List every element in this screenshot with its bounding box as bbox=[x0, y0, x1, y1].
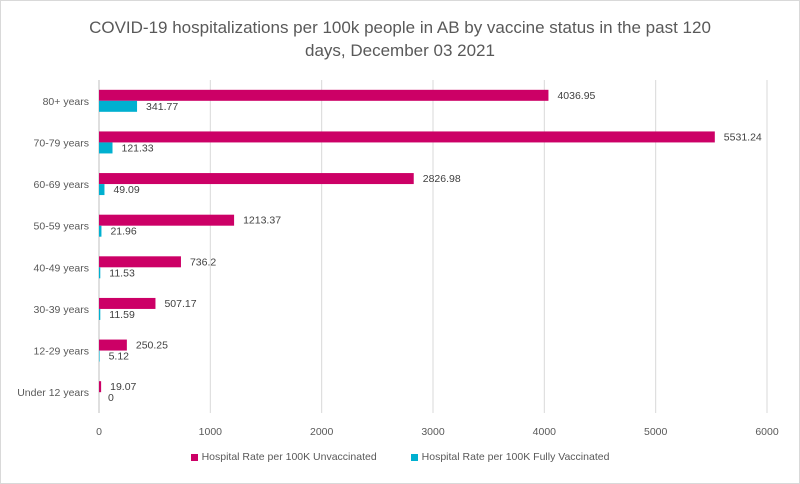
legend: Hospital Rate per 100K Unvaccinated Hosp… bbox=[0, 451, 800, 463]
y-axis-categories: 80+ years 70-79 years 60-69 years 50-59 yea… bbox=[17, 96, 89, 399]
legend-swatch-fully-vaccinated bbox=[410, 453, 418, 461]
bar-unvaccinated bbox=[99, 256, 181, 268]
data-labels: 4036.95 341.77 5531.24 121.33 2826.98 49.09 12… bbox=[108, 90, 762, 404]
bar-unvaccinated bbox=[99, 381, 102, 393]
category-label: 80+ years bbox=[43, 96, 89, 108]
data-label-unvaccinated: 2826.98 bbox=[423, 173, 461, 185]
x-tick-label: 2000 bbox=[310, 426, 334, 438]
bar-unvaccinated bbox=[99, 173, 414, 185]
legend-label-unvaccinated: Hospital Rate per 100K Unvaccinated bbox=[201, 451, 377, 463]
category-label: Under 12 years bbox=[17, 387, 89, 399]
bar-fully-vaccinated bbox=[99, 184, 105, 196]
bars bbox=[99, 89, 715, 393]
bar-fully-vaccinated bbox=[99, 267, 101, 279]
category-label: 12-29 years bbox=[34, 346, 89, 358]
data-label-unvaccinated: 19.07 bbox=[110, 381, 136, 393]
gridlines bbox=[98, 80, 768, 413]
category-label: 60-69 years bbox=[34, 179, 89, 191]
x-tick-label: 5000 bbox=[644, 426, 668, 438]
bar-fully-vaccinated bbox=[99, 225, 102, 237]
bar-fully-vaccinated bbox=[99, 308, 101, 320]
legend-swatch-unvaccinated bbox=[190, 453, 198, 461]
x-tick-label: 4000 bbox=[533, 426, 557, 438]
chart-title-line-1: COVID-19 hospitalizations per 100k peopl… bbox=[89, 18, 711, 37]
data-label-unvaccinated: 5531.24 bbox=[724, 131, 762, 143]
data-label-unvaccinated: 4036.95 bbox=[557, 90, 595, 102]
x-axis-ticks: 0 1000 2000 3000 4000 5000 6000 bbox=[96, 426, 779, 438]
legend-label-fully-vaccinated: Hospital Rate per 100K Fully Vaccinated bbox=[421, 451, 610, 463]
data-label-fully-vaccinated: 5.12 bbox=[109, 351, 130, 363]
data-label-unvaccinated: 507.17 bbox=[164, 298, 196, 310]
category-label: 70-79 years bbox=[34, 137, 89, 149]
bar-fully-vaccinated bbox=[99, 100, 138, 112]
x-tick-label: 3000 bbox=[421, 426, 445, 438]
data-label-fully-vaccinated: 0 bbox=[108, 392, 114, 404]
x-tick-label: 6000 bbox=[755, 426, 779, 438]
data-label-fully-vaccinated: 121.33 bbox=[122, 142, 154, 154]
category-label: 50-59 years bbox=[34, 221, 89, 233]
bar-unvaccinated bbox=[99, 214, 235, 226]
bar-fully-vaccinated bbox=[99, 350, 100, 362]
chart-title-line-2: days, December 03 2021 bbox=[305, 41, 495, 60]
category-label: 40-49 years bbox=[34, 262, 89, 274]
x-tick-label: 0 bbox=[96, 426, 102, 438]
bar-fully-vaccinated bbox=[99, 142, 113, 154]
category-label: 30-39 years bbox=[34, 304, 89, 316]
data-label-fully-vaccinated: 11.53 bbox=[109, 267, 135, 279]
bar-unvaccinated bbox=[99, 89, 549, 101]
data-label-unvaccinated: 250.25 bbox=[136, 340, 168, 352]
data-label-fully-vaccinated: 341.77 bbox=[146, 101, 178, 113]
legend-item-unvaccinated: Hospital Rate per 100K Unvaccinated bbox=[190, 451, 377, 463]
legend-item-fully-vaccinated: Hospital Rate per 100K Fully Vaccinated bbox=[410, 451, 610, 463]
data-label-fully-vaccinated: 49.09 bbox=[113, 184, 139, 196]
chart-title: COVID-19 hospitalizations per 100k peopl… bbox=[0, 16, 800, 62]
x-tick-label: 1000 bbox=[199, 426, 223, 438]
bar-unvaccinated bbox=[99, 339, 127, 351]
bar-unvaccinated bbox=[99, 297, 156, 309]
data-label-unvaccinated: 736.2 bbox=[190, 256, 216, 268]
data-label-unvaccinated: 1213.37 bbox=[243, 215, 281, 227]
data-label-fully-vaccinated: 21.96 bbox=[110, 226, 136, 238]
data-label-fully-vaccinated: 11.59 bbox=[109, 309, 135, 321]
bar-unvaccinated bbox=[99, 131, 715, 143]
